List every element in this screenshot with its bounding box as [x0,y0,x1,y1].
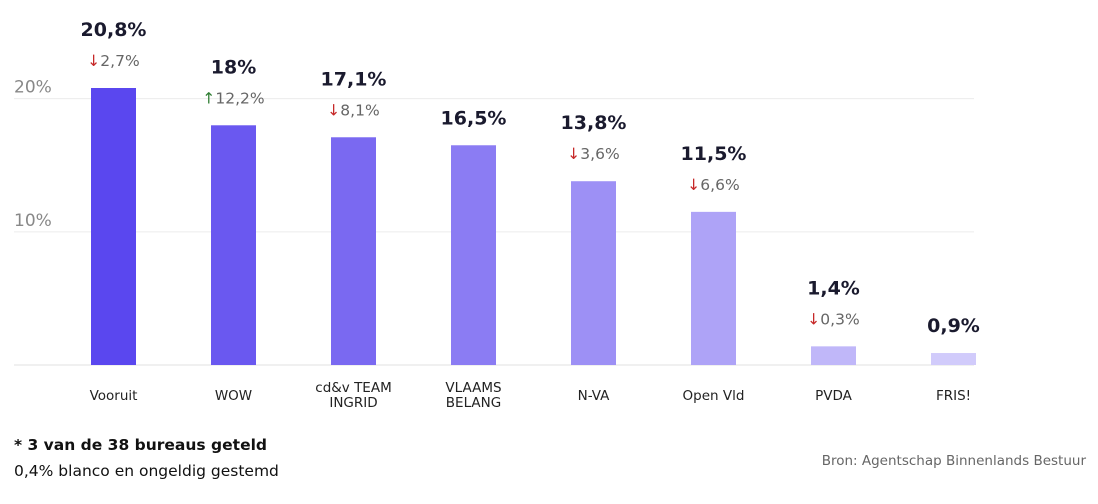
change-value: 12,2% [215,89,264,107]
category-label-line: WOW [215,388,252,404]
category-label: WOW [215,388,252,404]
change-value: 8,1% [340,101,379,119]
arrow-down-icon: ↓ [687,176,700,194]
category-label: FRIS! [936,388,971,404]
category-label-line: FRIS! [936,388,971,404]
arrow-up-icon: ↑ [202,89,215,107]
value-label: 20,8% [81,19,147,41]
footnote-counted-bureaus: * 3 van de 38 bureaus geteld [14,436,267,454]
bar [691,211,736,365]
category-label-line: Vooruit [90,388,138,404]
change-label: ↓6,6% [687,176,739,194]
bar [931,353,976,365]
source-credit: Bron: Agentschap Binnenlands Bestuur [821,453,1086,469]
category-label: N-VA [578,388,611,404]
change-label: ↓3,6% [567,145,619,163]
y-tick-label: 10% [14,211,52,231]
category-label: PVDA [815,388,853,404]
value-label: 16,5% [441,107,507,129]
category-label: cd&v TEAM INGRID [315,380,391,411]
category-label-line: Open Vld [683,388,745,404]
change-label: ↓8,1% [327,101,379,119]
value-label: 0,9% [927,315,980,337]
bar [211,125,256,366]
change-label: ↓0,3% [807,310,859,328]
arrow-down-icon: ↓ [87,52,100,70]
category-label-line: cd&v TEAM [315,380,391,396]
bar [331,137,376,365]
bar [571,181,616,365]
arrow-down-icon: ↓ [807,310,820,328]
category-label-line: PVDA [815,388,853,404]
category-label-line: BELANG [446,395,501,411]
change-value: 2,7% [100,52,139,70]
bar [811,346,856,365]
footnote-blank-votes: 0,4% blanco en ongeldig gestemd [14,462,279,480]
category-label-line: N-VA [578,388,611,404]
value-label: 13,8% [561,112,627,134]
bar-chart: 20%10%20,8%↓2,7%Vooruit18%↑12,2%WOW17,1%… [14,19,980,411]
value-label: 1,4% [807,277,860,299]
value-label: 17,1% [321,68,387,90]
change-value: 6,6% [700,176,739,194]
category-label-line: INGRID [329,395,377,411]
change-value: 0,3% [820,310,859,328]
change-value: 3,6% [580,145,619,163]
value-label: 11,5% [681,143,747,165]
change-label: ↑12,2% [202,89,264,107]
category-label: Open Vld [683,388,745,404]
category-label: Vooruit [90,388,138,404]
y-tick-label: 20% [14,78,52,98]
category-label-line: VLAAMS [445,380,501,396]
bar [451,145,496,365]
change-label: ↓2,7% [87,52,139,70]
value-label: 18% [211,56,256,78]
arrow-down-icon: ↓ [327,101,340,119]
arrow-down-icon: ↓ [567,145,580,163]
bar [91,88,136,365]
category-label: VLAAMS BELANG [445,380,501,411]
